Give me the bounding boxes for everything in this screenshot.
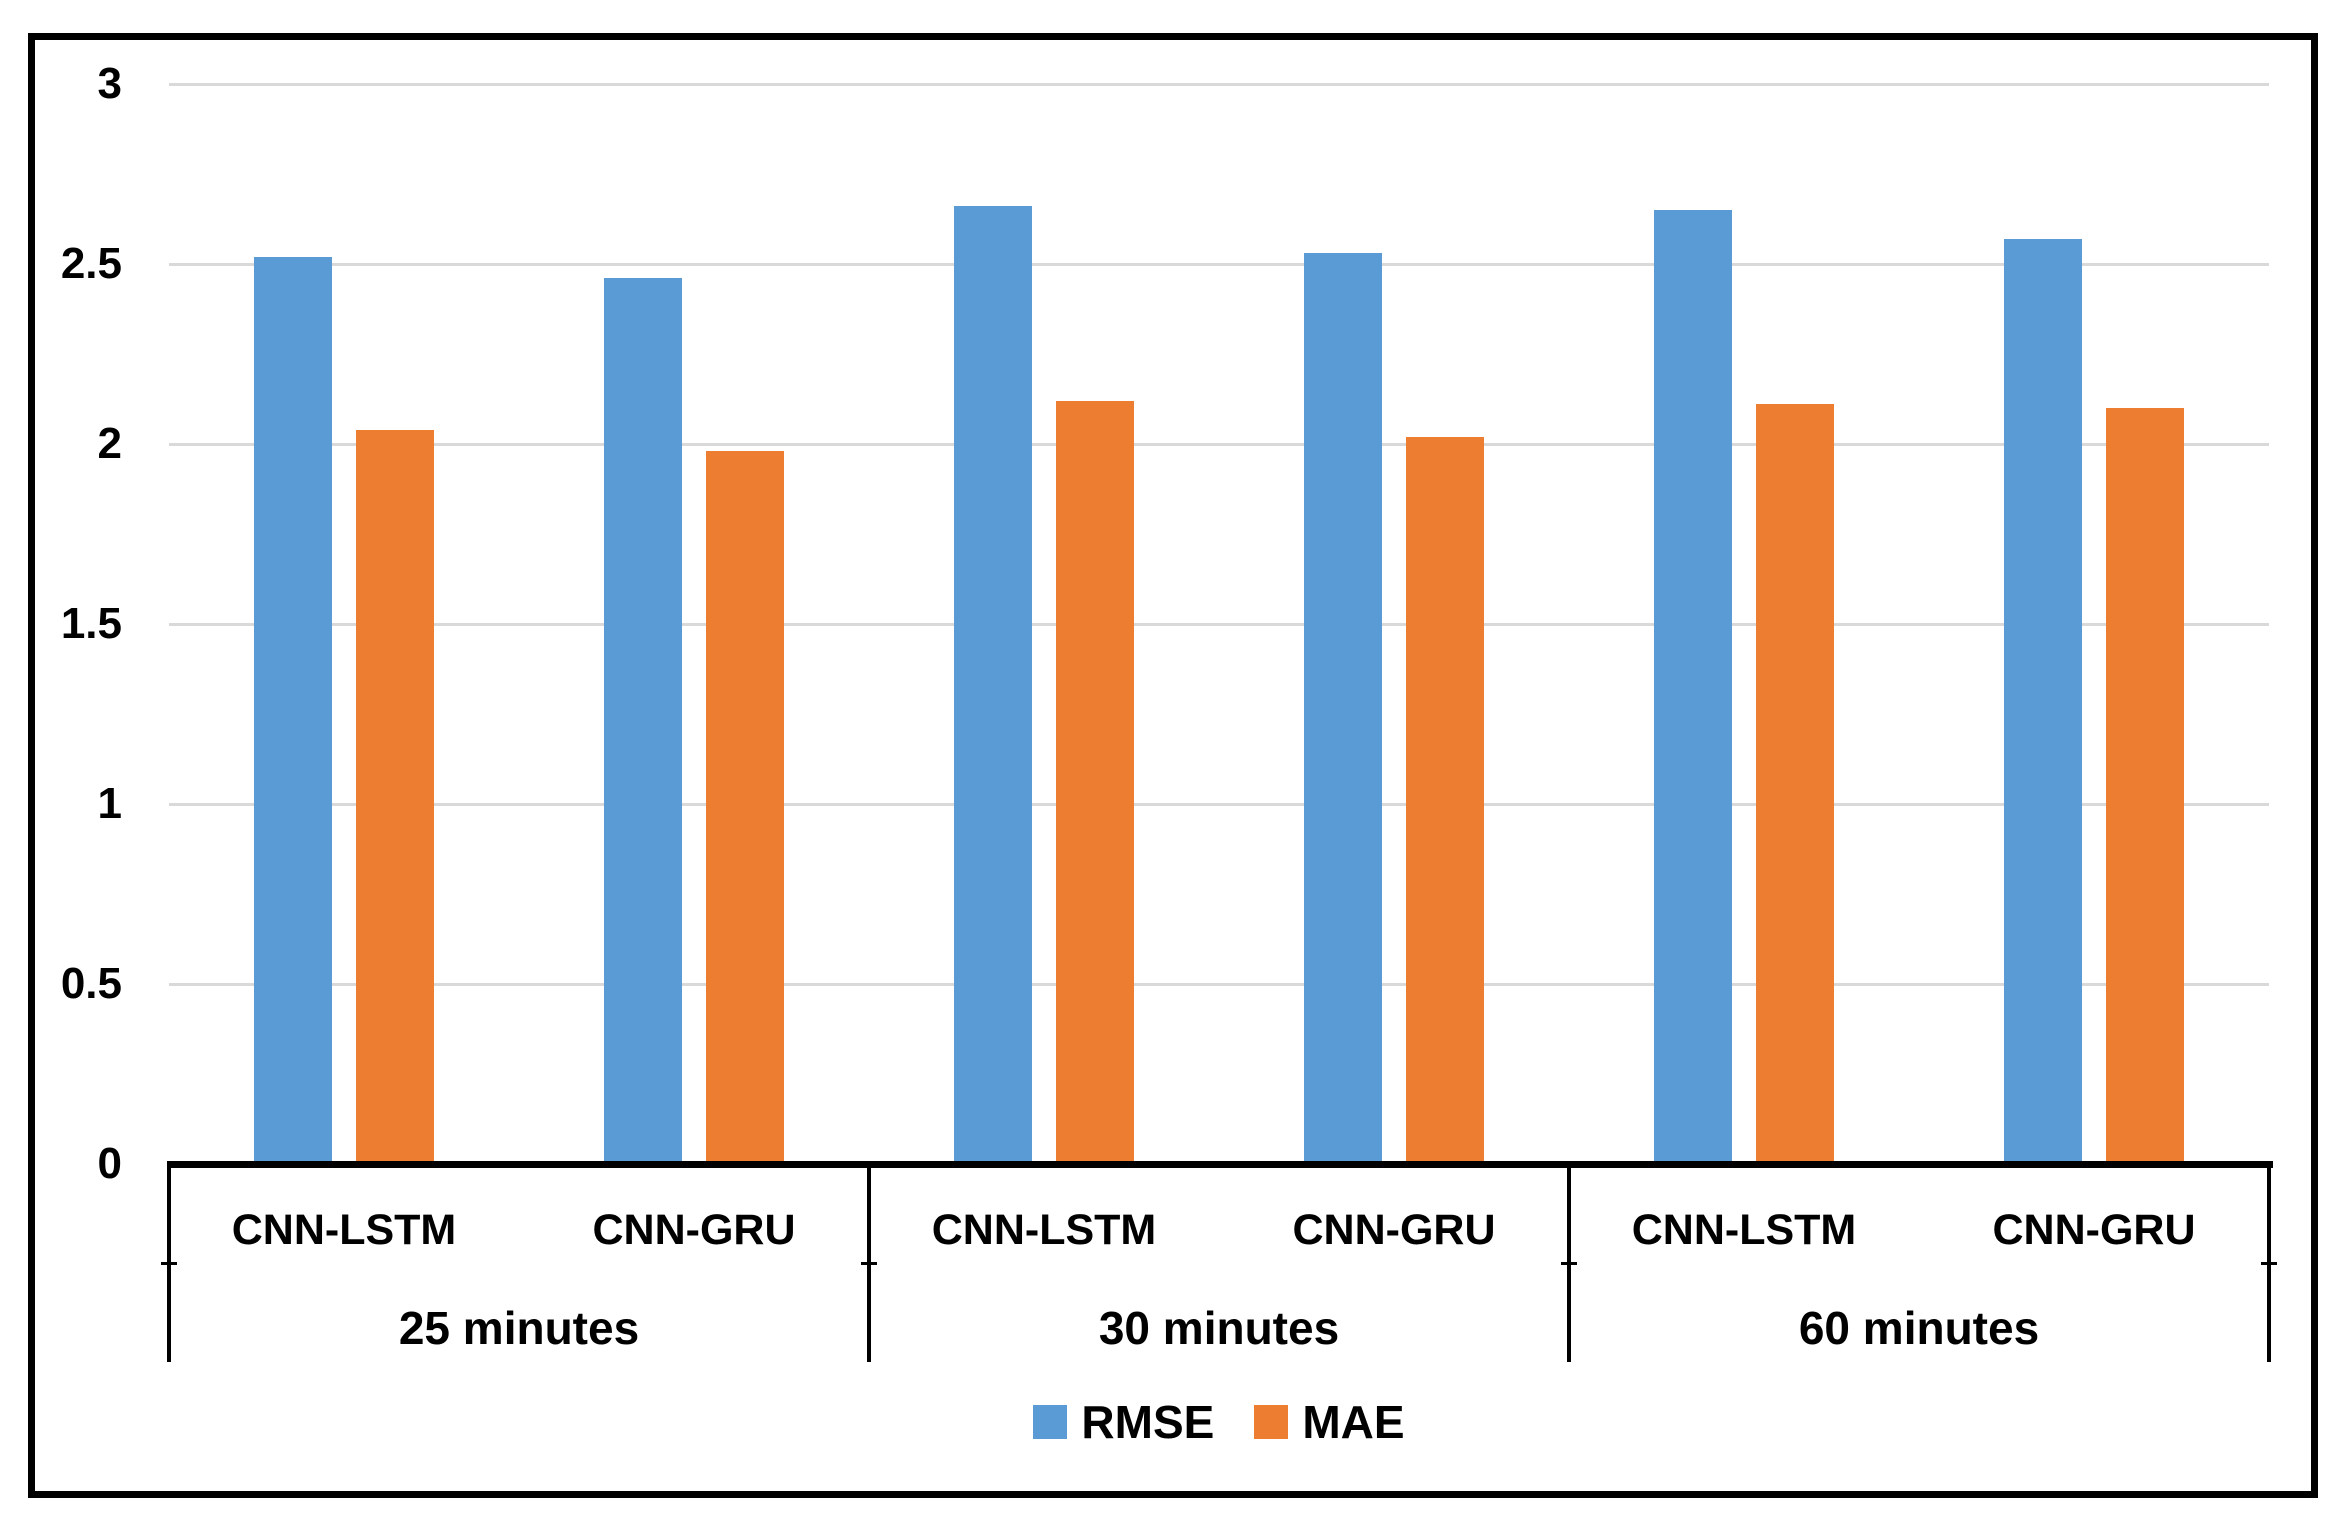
chart-legend: RMSE MAE: [169, 1396, 2269, 1448]
gridline: [169, 983, 2269, 986]
bar-rmse-cnn-lstm-25-minutes: [254, 257, 332, 1164]
tier-tick: [1561, 1262, 1577, 1265]
bar-mae-cnn-gru-60-minutes: [2106, 408, 2184, 1164]
legend-label: MAE: [1302, 1396, 1405, 1448]
tier-tick: [2261, 1262, 2277, 1265]
y-tick-label: 3: [97, 59, 122, 108]
bar-rmse-cnn-gru-30-minutes: [1304, 253, 1382, 1164]
bar-rmse-cnn-lstm-30-minutes: [954, 206, 1032, 1164]
legend-item-mae: MAE: [1254, 1396, 1405, 1448]
category-label: CNN-LSTM: [1631, 1206, 1857, 1254]
bar-mae-cnn-gru-25-minutes: [706, 451, 784, 1164]
figure-border: [28, 33, 2318, 1498]
x-axis-line: [167, 1161, 2273, 1168]
y-tick-label: 0.5: [60, 959, 122, 1008]
y-tick-label: 0: [97, 1139, 122, 1188]
category-label: CNN-LSTM: [231, 1206, 457, 1254]
bar-mae-cnn-gru-30-minutes: [1406, 437, 1484, 1164]
legend-item-rmse: RMSE: [1033, 1396, 1214, 1448]
category-label: CNN-GRU: [592, 1206, 796, 1254]
bar-mae-cnn-lstm-30-minutes: [1056, 401, 1134, 1164]
legend-swatch-rmse: [1033, 1405, 1068, 1439]
y-tick-label: 2: [97, 419, 122, 468]
gridline: [169, 263, 2269, 266]
tier-tick: [161, 1262, 177, 1265]
bar-rmse-cnn-gru-25-minutes: [604, 278, 682, 1164]
gridline: [169, 83, 2269, 86]
category-label: CNN-GRU: [1292, 1206, 1496, 1254]
category-label: CNN-GRU: [1992, 1206, 2196, 1254]
legend-swatch-mae: [1254, 1405, 1289, 1439]
tier-tick: [861, 1262, 877, 1265]
bar-mae-cnn-lstm-60-minutes: [1756, 404, 1834, 1164]
y-tick-label: 1.5: [60, 599, 122, 648]
category-label: CNN-LSTM: [931, 1206, 1157, 1254]
gridline: [169, 443, 2269, 446]
legend-label: RMSE: [1081, 1396, 1215, 1448]
bar-mae-cnn-lstm-25-minutes: [356, 430, 434, 1164]
gridline: [169, 803, 2269, 806]
y-tick-label: 1: [97, 779, 122, 828]
y-tick-label: 2.5: [60, 239, 122, 288]
bar-rmse-cnn-lstm-60-minutes: [1654, 210, 1732, 1164]
group-label: 30 minutes: [1098, 1302, 1340, 1354]
group-label: 25 minutes: [398, 1302, 640, 1354]
group-label: 60 minutes: [1798, 1302, 2040, 1354]
gridline: [169, 623, 2269, 626]
bar-rmse-cnn-gru-60-minutes: [2004, 239, 2082, 1164]
